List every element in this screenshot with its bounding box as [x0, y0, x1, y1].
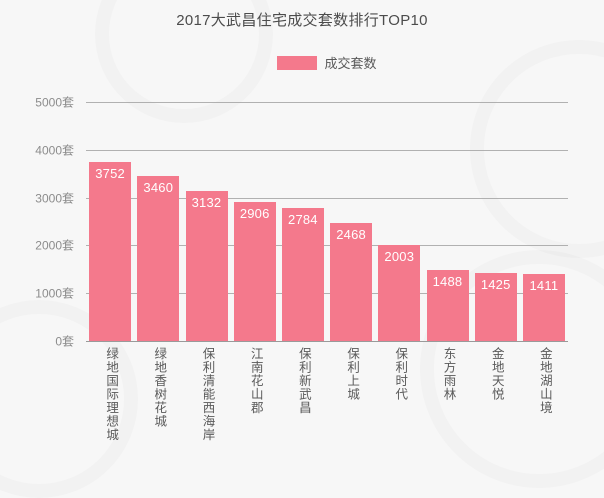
- bar-series: 3752 3460 3132 2906 2784 2468 2003 1488 1425 1411: [86, 102, 568, 341]
- y-axis-tick-label: 3000套: [35, 191, 74, 206]
- y-axis-labels: 0套 1000套 2000套 3000套 4000套 5000套: [0, 0, 82, 457]
- bar[interactable]: 2906: [233, 202, 276, 341]
- bar[interactable]: 2468: [330, 223, 373, 341]
- bar[interactable]: 1488: [426, 269, 469, 341]
- x-axis-category-label: 保利清能西海岸: [200, 347, 215, 442]
- bar[interactable]: 3460: [137, 175, 180, 341]
- bar-value-label: 3460: [143, 179, 174, 195]
- gridline: [86, 197, 568, 199]
- x-axis-category-label: 绿地香树花城: [152, 347, 167, 428]
- bar-value-label: 3132: [191, 195, 222, 211]
- chart-title: 2017大武昌住宅成交套数排行TOP10: [176, 12, 428, 29]
- x-axis-category-label: 保利时代: [393, 347, 408, 401]
- y-axis-tick-label: 1000套: [35, 286, 74, 301]
- bar-value-label: 1488: [432, 273, 463, 289]
- x-axis-line: [86, 341, 568, 342]
- y-axis-tick-label: 2000套: [35, 238, 74, 253]
- bar[interactable]: 1411: [522, 273, 565, 341]
- gridline: [86, 149, 568, 151]
- y-axis-tick-label: 0套: [55, 334, 74, 349]
- chart-container: 2017大武昌住宅成交套数排行TOP10 成交套数 0套 1000套 2000套 30…: [0, 0, 604, 457]
- chart-legend: 成交套数: [0, 53, 604, 72]
- legend-label: 成交套数: [324, 56, 377, 71]
- bar-value-label: 1425: [480, 276, 511, 292]
- plot-area: 3752 3460 3132 2906 2784 2468 2003 1488 1425 1411: [86, 102, 568, 341]
- bar-value-label: 2003: [384, 249, 415, 265]
- x-axis-category-label: 保利新武昌: [296, 347, 311, 415]
- x-axis-category-label: 金地湖山境: [537, 347, 552, 415]
- bar-value-label: 2784: [288, 211, 318, 227]
- y-axis-tick-label: 5000套: [35, 95, 74, 110]
- x-axis-category-label: 金地天悦: [489, 347, 504, 401]
- bar[interactable]: 1425: [474, 272, 517, 341]
- x-axis-category-label: 江南花山郡: [248, 347, 263, 415]
- bar[interactable]: 2003: [378, 245, 421, 341]
- bar[interactable]: 3132: [185, 191, 228, 341]
- gridline: [86, 293, 568, 295]
- bar[interactable]: 3752: [89, 161, 132, 341]
- bar[interactable]: 2784: [281, 207, 324, 341]
- bar-value-label: 3752: [95, 165, 125, 181]
- x-axis-category-label: 东方雨林: [441, 347, 456, 401]
- bar-value-label: 2906: [239, 206, 270, 222]
- y-axis-tick-label: 4000套: [35, 143, 74, 158]
- bar-value-label: 1411: [529, 277, 559, 293]
- x-axis-labels: 绿地国际理想城 绿地香树花城 保利清能西海岸 江南花山郡 保利新武昌 保利上城 保利时代 东方…: [86, 347, 568, 453]
- x-axis-category-label: 保利上城: [345, 347, 360, 401]
- bar-value-label: 2468: [336, 227, 366, 243]
- legend-swatch-icon: [277, 55, 318, 70]
- gridline: [86, 102, 568, 103]
- gridline: [86, 245, 568, 247]
- x-axis-category-label: 绿地国际理想城: [104, 347, 119, 442]
